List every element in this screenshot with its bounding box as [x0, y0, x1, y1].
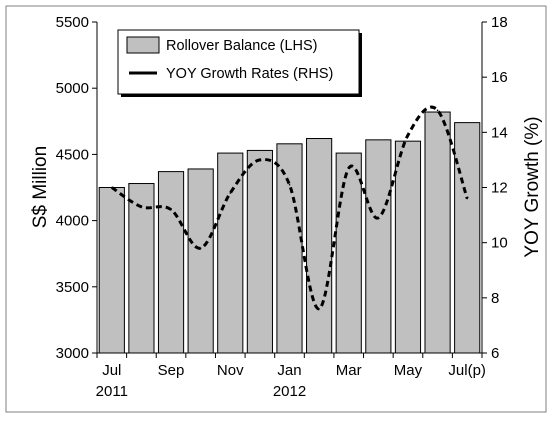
y-tick-label-right: 6: [491, 345, 499, 362]
growth-rate-point: [170, 208, 172, 211]
legend-label-bar: Rollover Balance (LHS): [166, 38, 318, 54]
y-tick-label-left: 3500: [56, 279, 89, 296]
growth-rate-point: [377, 217, 380, 219]
growth-rate-point: [259, 159, 261, 161]
y-axis-title-left: S$ Million: [30, 146, 51, 228]
growth-rate-point: [288, 183, 291, 186]
x-tick-label: Jan: [277, 362, 301, 379]
growth-rate-point: [347, 167, 350, 169]
bar: [394, 140, 422, 354]
x-tick-sublabel: 2011: [96, 383, 128, 400]
ticks-layer: 3000 3500 4000 4500 5000 5500 6 8 10 12 14 16 18 Jul 2…: [56, 14, 508, 400]
x-tick-label: Jul(p): [448, 362, 486, 379]
legend-shadow: [359, 33, 362, 97]
growth-rate-point: [140, 206, 143, 208]
y-axis-title-right: YOY Growth (%): [522, 116, 543, 257]
x-tick-sublabel: 2012: [273, 383, 306, 400]
x-tick-label: May: [394, 362, 423, 379]
y-tick-label-right: 10: [491, 235, 508, 252]
y-tick-label-right: 16: [491, 69, 508, 86]
legend-shadow-bottom: [121, 94, 362, 97]
y-tick-label-left: 3000: [56, 345, 89, 362]
y-tick-label-left: 5500: [56, 14, 89, 31]
growth-rate-point: [229, 192, 232, 194]
bar: [246, 149, 273, 354]
legend: Rollover Balance (LHS) YOY Growth Rates …: [117, 29, 362, 97]
bar: [217, 152, 244, 354]
growth-rate-point: [466, 197, 468, 200]
bar: [187, 168, 214, 354]
bar: [276, 143, 303, 354]
bar: [454, 122, 481, 354]
bar: [157, 171, 185, 354]
bar: [335, 152, 362, 354]
x-tick-label: Nov: [217, 362, 244, 379]
y-tick-label-left: 5000: [56, 80, 89, 97]
growth-rate-point: [199, 247, 202, 249]
growth-rate-point: [407, 134, 409, 136]
legend-label-line: YOY Growth Rates (RHS): [166, 66, 333, 82]
y-tick-label-right: 8: [491, 290, 499, 307]
x-tick-label: Mar: [336, 362, 362, 379]
line-layer: [110, 105, 469, 311]
y-tick-label-left: 4500: [56, 146, 89, 163]
bar: [365, 139, 392, 354]
growth-rate-point: [111, 186, 113, 189]
bars-layer: [98, 111, 481, 354]
y-tick-label-left: 4000: [56, 213, 89, 230]
y-tick-label-right: 14: [491, 124, 508, 141]
legend-swatch-bar: [126, 36, 160, 54]
growth-rate-point: [436, 109, 439, 112]
bar: [306, 138, 333, 354]
x-tick-label: Jul: [102, 362, 121, 379]
x-tick-label: Sep: [158, 362, 185, 379]
bar: [424, 111, 451, 354]
y-tick-label-right: 18: [491, 14, 508, 31]
y-tick-label-right: 12: [491, 180, 508, 197]
growth-rate-point: [318, 308, 320, 310]
bar: [98, 187, 125, 354]
